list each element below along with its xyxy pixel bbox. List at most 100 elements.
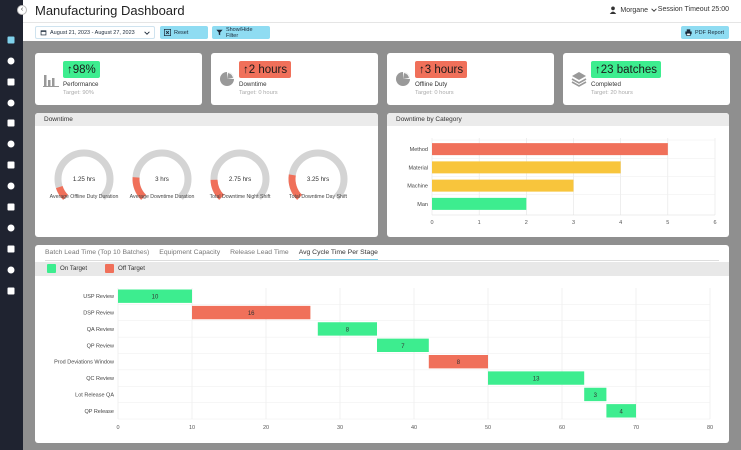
y-tick-label: Machine xyxy=(407,184,428,190)
bar[interactable] xyxy=(192,305,311,320)
reset-label: Reset xyxy=(174,29,189,36)
x-tick-label: 6 xyxy=(713,220,716,226)
x-tick-label: 3 xyxy=(572,220,575,226)
legend-label: Off Target xyxy=(118,265,145,272)
data-label: 10 xyxy=(152,295,159,301)
bar[interactable] xyxy=(118,289,192,303)
panel-title: Downtime xyxy=(35,113,378,126)
kpi-value: 2 hours xyxy=(248,63,288,76)
kpi-card-offline-duty: ↑ 3 hours Offline Duty Target: 0 hours xyxy=(387,53,554,105)
x-tick-label: 4 xyxy=(619,220,622,226)
pdf-report-button[interactable]: PDF Report xyxy=(681,26,729,39)
bar-chart-icon[interactable] xyxy=(4,76,18,88)
calendar-icon[interactable] xyxy=(4,138,18,150)
chevron-down-icon xyxy=(651,8,657,12)
data-label: 4 xyxy=(620,409,624,415)
gauge-value: 3 hrs xyxy=(155,176,169,183)
user-menu[interactable]: Morgane xyxy=(609,6,657,14)
y-tick-label: Method xyxy=(410,147,428,153)
chevron-down-icon xyxy=(144,30,150,35)
bar-chart-icon xyxy=(43,71,59,87)
data-label: 8 xyxy=(346,327,350,333)
x-tick-label: 10 xyxy=(189,425,195,431)
kpi-badge: ↑ 2 hours xyxy=(239,61,292,78)
date-range-text: August 21, 2023 - August 27, 2023 xyxy=(50,29,135,36)
tab-equipment-capacity[interactable]: Equipment Capacity xyxy=(159,249,221,256)
tab-release-lead-time[interactable]: Release Lead Time xyxy=(230,249,289,256)
gauge xyxy=(54,149,114,200)
running-icon[interactable] xyxy=(4,117,18,129)
gauge-fill xyxy=(132,177,147,200)
gauge xyxy=(210,149,270,200)
legend-off-target[interactable]: Off Target xyxy=(105,264,145,273)
download-icon[interactable] xyxy=(4,243,18,255)
legend-on-target[interactable]: On Target xyxy=(47,264,87,273)
x-tick-label: 5 xyxy=(666,220,669,226)
document-icon[interactable] xyxy=(4,201,18,213)
downtime-panel: Downtime 1.25 hrs Average Offline Duty Du… xyxy=(35,113,378,237)
bar[interactable] xyxy=(606,404,636,418)
calendar-icon xyxy=(40,30,47,36)
user-icon xyxy=(610,6,617,14)
kpi-label: Completed xyxy=(591,81,621,88)
bar[interactable] xyxy=(432,179,574,192)
show-hide-filter-button[interactable]: Show/Hide Filter xyxy=(212,26,270,39)
y-tick-label: Material xyxy=(408,165,428,171)
data-label: 8 xyxy=(457,360,461,366)
user-icon[interactable] xyxy=(4,264,18,276)
data-label: 13 xyxy=(533,377,540,383)
data-label: 16 xyxy=(248,311,255,317)
gauge xyxy=(132,149,192,200)
kpi-target: Target: 0 hours xyxy=(239,90,278,96)
x-tick-label: 60 xyxy=(559,425,565,431)
x-tick-label: 70 xyxy=(633,425,639,431)
gauge-track xyxy=(54,149,114,200)
sidebar xyxy=(0,0,23,450)
gauge-label: Total Downtime Night Shift xyxy=(209,194,271,200)
bar[interactable] xyxy=(584,387,607,402)
legend-swatch xyxy=(47,264,56,273)
megaphone-icon[interactable] xyxy=(4,34,18,46)
gauge-value: 3.25 hrs xyxy=(306,176,330,183)
kpi-badge: ↑ 98% xyxy=(63,61,100,78)
collapse-sidebar-button[interactable]: ‹ xyxy=(17,5,27,15)
data-label: 7 xyxy=(401,344,405,350)
gauge-label: Average Offline Duty Duration xyxy=(49,194,119,200)
x-tick-label: 30 xyxy=(337,425,343,431)
legend-swatch xyxy=(105,264,114,273)
user-name: Morgane xyxy=(620,6,648,14)
gauge-fill xyxy=(288,174,303,200)
avg-cycle-time-chart: 0 10 20 30 40 50 60 70 80 10 USP Review 16 DSP Revie… xyxy=(54,288,713,431)
gauge xyxy=(288,149,348,200)
gauge-value: 2.75 hrs xyxy=(228,176,252,183)
bar[interactable] xyxy=(377,338,429,352)
tab-batch-lead-time[interactable]: Batch Lead Time (Top 10 Batches) xyxy=(45,249,150,256)
kpi-card-performance: ↑ 98% Performance Target: 90% xyxy=(35,53,202,105)
pie-chart-icon xyxy=(395,71,411,87)
x-tick-label: 0 xyxy=(430,220,433,226)
chart-icon[interactable] xyxy=(4,97,18,109)
chart-legend: On Target Off Target xyxy=(35,262,729,276)
y-tick-label: USP Review xyxy=(83,294,114,300)
y-tick-label: Prod Deviations Window xyxy=(54,360,114,366)
page-title: Manufacturing Dashboard xyxy=(35,3,185,18)
bar[interactable] xyxy=(432,197,527,210)
bar[interactable] xyxy=(488,371,585,385)
filter-label: Show/Hide Filter xyxy=(225,26,253,39)
settings-icon[interactable] xyxy=(4,285,18,297)
video-icon[interactable] xyxy=(4,159,18,171)
data-label: 3 xyxy=(594,393,598,399)
bar[interactable] xyxy=(317,322,377,336)
forward-icon[interactable] xyxy=(4,180,18,192)
date-range-picker[interactable]: August 21, 2023 - August 27, 2023 xyxy=(35,26,155,39)
sun-icon[interactable] xyxy=(4,55,18,67)
y-tick-label: QA Review xyxy=(87,327,114,333)
bar[interactable] xyxy=(432,161,621,174)
y-tick-label: Lot Release QA xyxy=(75,392,114,398)
gauge-fill xyxy=(210,179,225,200)
bar[interactable] xyxy=(428,355,488,369)
bar[interactable] xyxy=(432,143,668,156)
chat-icon[interactable] xyxy=(4,222,18,234)
pie-chart-icon xyxy=(219,71,235,87)
reset-button[interactable]: Reset xyxy=(160,26,208,39)
